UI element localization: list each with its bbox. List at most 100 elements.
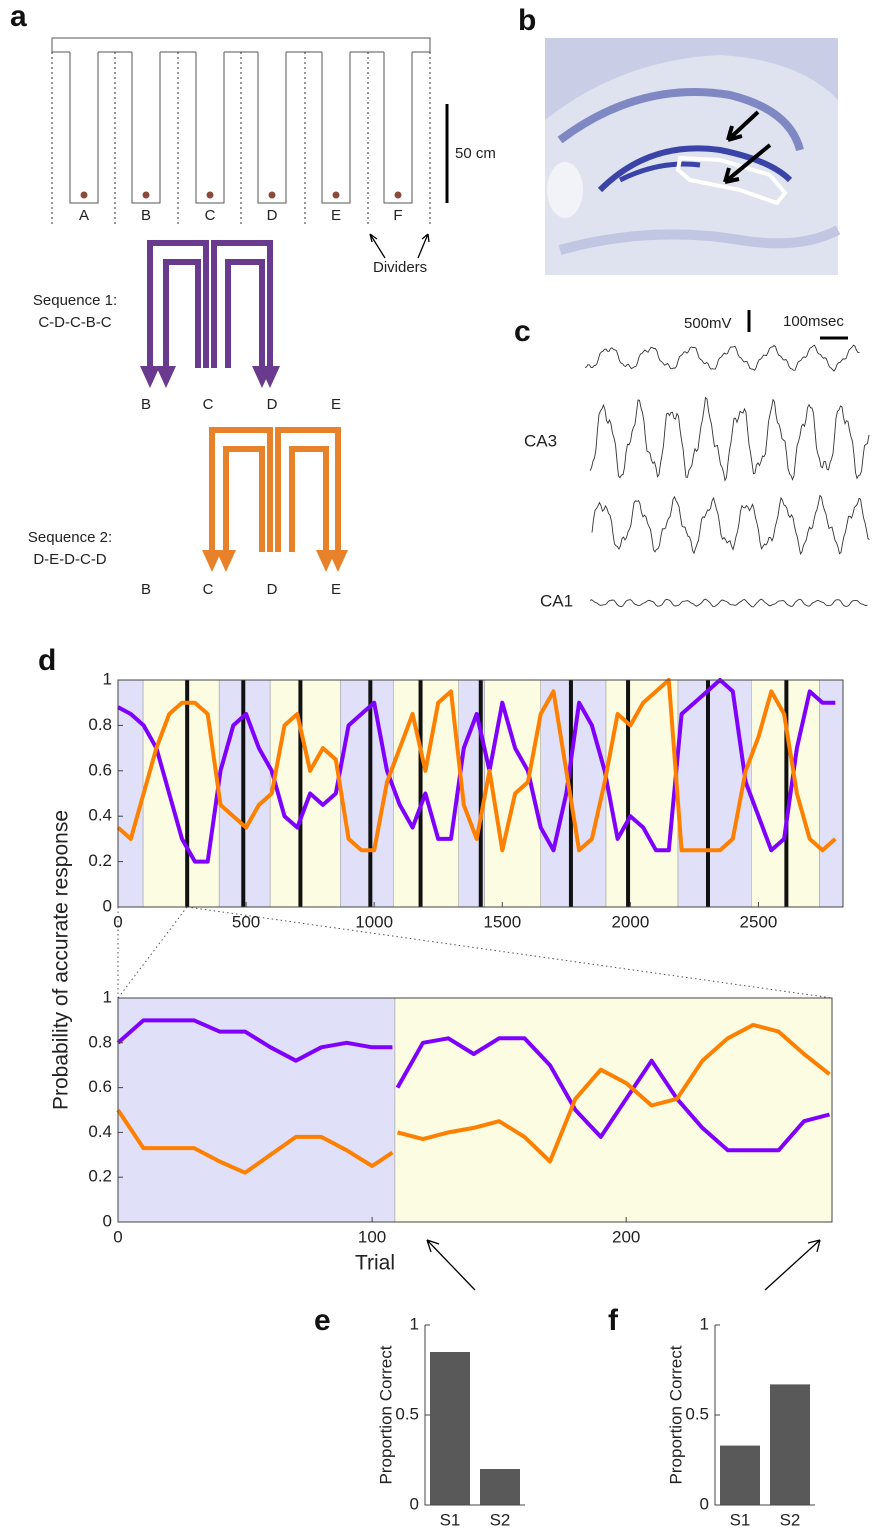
arm-label: C xyxy=(203,396,214,413)
sequence-arrows: B B C C D D E E xyxy=(140,243,348,598)
bar xyxy=(770,1384,810,1505)
panel-label: a xyxy=(10,0,27,33)
arm-label: E xyxy=(331,396,341,413)
arm-label: F xyxy=(393,207,402,224)
figure: a b c d e f A B C D E F 50 cm Dividers Sequen… xyxy=(0,0,874,1532)
x-tick-label: S1 xyxy=(730,1510,751,1529)
dividers-label: Dividers xyxy=(373,259,427,276)
y-axis-label: Proportion Correct xyxy=(376,1345,395,1484)
y-tick-label: 0.6 xyxy=(88,760,112,779)
reward-well xyxy=(269,192,276,199)
x-tick-label: 100 xyxy=(358,1227,386,1246)
arrowhead xyxy=(140,366,160,388)
x-tick-label: 0 xyxy=(113,1227,122,1246)
route xyxy=(226,449,262,554)
sequence-title: Sequence 1: xyxy=(33,292,117,309)
y-tick-label: 0.5 xyxy=(395,1404,419,1423)
dividers-arrow xyxy=(370,234,429,258)
arm-label: D xyxy=(267,581,278,598)
sequence-order: C-D-C-B-C xyxy=(38,314,111,331)
route xyxy=(228,262,262,370)
bar xyxy=(480,1469,520,1505)
x-tick-label: 1500 xyxy=(483,912,521,931)
x-tick-label: S2 xyxy=(490,1510,511,1529)
arm-label: B xyxy=(141,207,151,224)
arm-label: B xyxy=(141,581,151,598)
lfp-trace xyxy=(592,496,870,554)
block-shade xyxy=(118,998,395,1222)
arm-label: B xyxy=(141,396,151,413)
arrowhead xyxy=(156,366,176,388)
arm-label: E xyxy=(331,207,341,224)
y-tick-label: 1 xyxy=(103,669,112,688)
panel-label: f xyxy=(608,1304,619,1337)
trace-label: CA1 xyxy=(540,591,573,610)
x-tick-label: S2 xyxy=(780,1510,801,1529)
y-tick-label: 0 xyxy=(103,1211,112,1230)
route xyxy=(292,449,326,554)
y-tick-label: 0.2 xyxy=(88,851,112,870)
sequence-title: Sequence 2: xyxy=(28,529,112,546)
bar xyxy=(720,1446,760,1505)
scale-label: 50 cm xyxy=(455,145,496,162)
x-tick-label: 2500 xyxy=(740,912,778,931)
y-tick-label: 0.4 xyxy=(88,1122,112,1141)
block-shade xyxy=(395,998,832,1222)
zoom-arrow xyxy=(427,1240,820,1290)
y-tick-label: 0.2 xyxy=(88,1167,112,1186)
lfp-traces xyxy=(585,345,870,607)
x-tick-label: 1000 xyxy=(355,912,393,931)
y-tick-label: 0 xyxy=(103,896,112,915)
panel-label: e xyxy=(314,1304,331,1337)
reward-well xyxy=(395,192,402,199)
y-axis-label: Proportion Correct xyxy=(666,1345,685,1484)
y-tick-label: 0 xyxy=(700,1494,709,1513)
arm-label: C xyxy=(205,207,216,224)
y-axis-label: Probability of accurate response xyxy=(50,810,73,1110)
arm-label: C xyxy=(203,581,214,598)
route xyxy=(166,262,198,370)
zoom-guide xyxy=(118,907,832,998)
arm-label: E xyxy=(331,581,341,598)
y-tick-label: 1 xyxy=(410,1314,419,1333)
block-shade xyxy=(541,680,606,907)
sequence-order: D-E-D-C-D xyxy=(33,551,106,568)
y-tick-label: 0.5 xyxy=(685,1404,709,1423)
lfp-trace xyxy=(585,345,860,371)
x-tick-label: S1 xyxy=(440,1510,461,1529)
time-scale-label: 100msec xyxy=(783,313,844,330)
y-tick-label: 1 xyxy=(103,987,112,1006)
x-tick-label: 200 xyxy=(612,1227,640,1246)
reward-well xyxy=(143,192,150,199)
y-tick-label: 1 xyxy=(700,1314,709,1333)
lfp-trace xyxy=(590,599,868,607)
bar xyxy=(430,1352,470,1505)
lfp-trace xyxy=(590,398,869,481)
block-shade xyxy=(270,680,340,907)
x-axis-label: Trial xyxy=(355,1252,395,1275)
arrowhead xyxy=(216,550,236,572)
y-tick-label: 0.8 xyxy=(88,715,112,734)
y-tick-label: 0.4 xyxy=(88,806,112,825)
arm-label: D xyxy=(267,396,278,413)
y-tick-label: 0.6 xyxy=(88,1077,112,1096)
histology-image xyxy=(545,38,838,275)
reward-well xyxy=(333,192,340,199)
x-tick-label: 2000 xyxy=(611,912,649,931)
reward-well xyxy=(81,192,88,199)
arm-label: A xyxy=(79,207,89,224)
reward-well xyxy=(207,192,214,199)
y-tick-label: 0.8 xyxy=(88,1032,112,1051)
panel-label: d xyxy=(38,644,56,677)
maze: A B C D E F xyxy=(52,38,430,225)
block-shade xyxy=(819,680,843,907)
panel-label: c xyxy=(514,315,531,348)
voltage-scale-label: 500mV xyxy=(684,315,732,332)
x-tick-label: 0 xyxy=(113,912,122,931)
y-tick-label: 0 xyxy=(410,1494,419,1513)
x-tick-label: 500 xyxy=(232,912,260,931)
arm-label: D xyxy=(267,207,278,224)
panel-label: b xyxy=(518,4,536,37)
trace-label: CA3 xyxy=(524,431,557,450)
